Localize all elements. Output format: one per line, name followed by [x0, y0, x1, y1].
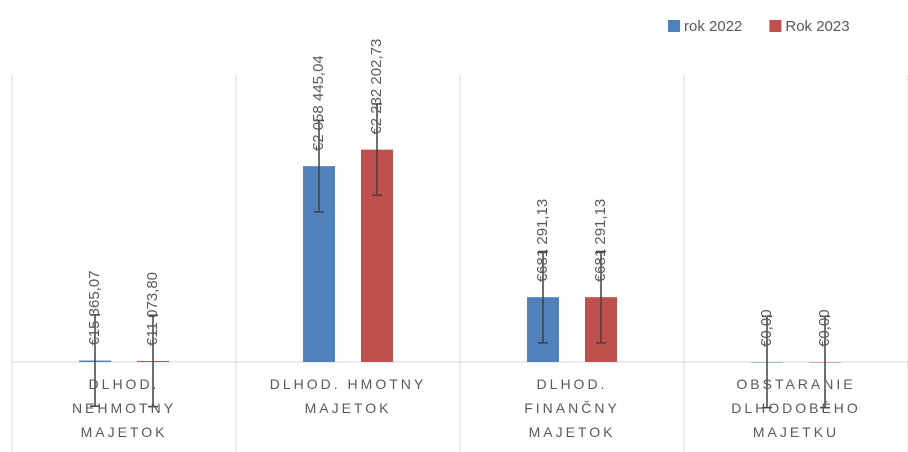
error-bar — [90, 314, 100, 407]
data-label: €2 058 445,04 — [310, 55, 327, 151]
data-label: €681 291,13 — [534, 199, 551, 282]
data-label: €0,00 — [758, 309, 775, 347]
data-label: €15 365,07 — [86, 270, 103, 345]
error-bar — [372, 103, 382, 197]
error-bar — [596, 250, 606, 344]
x-tick-label: DLHOD. HMOTNY MAJETOK — [269, 376, 427, 416]
legend-swatch — [769, 20, 782, 32]
data-label: €0,00 — [816, 309, 833, 347]
error-bar — [148, 314, 158, 408]
legend-label: rok 2022 — [684, 18, 742, 35]
legend-label: Rok 2023 — [785, 18, 849, 35]
error-bar — [820, 315, 830, 409]
x-tick-label: DLHOD. FINANČNY MAJETOK — [524, 376, 620, 440]
error-bar — [538, 250, 548, 344]
legend-swatch — [668, 20, 680, 32]
data-label: €681 291,13 — [592, 199, 609, 282]
x-tick-label: OBSTARANIE DLHODOBÉHO MAJETKU — [731, 376, 861, 440]
data-label: €2 232 202,73 — [368, 39, 385, 135]
data-label: €11 073,80 — [144, 272, 161, 346]
error-bar — [314, 119, 324, 213]
x-tick-label: DLHOD. NEHMOTNY MAJETOK — [71, 376, 177, 440]
error-bar — [762, 315, 772, 409]
